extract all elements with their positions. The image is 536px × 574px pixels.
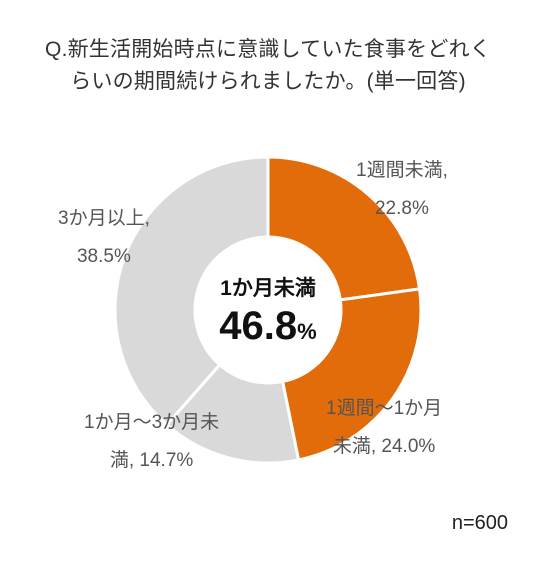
slice-1-week-to-1-month [280, 287, 423, 462]
center-value-number: 46.8 [219, 304, 298, 348]
center-value-unit: % [297, 319, 317, 344]
slice-label-over-3-months: 3か月以上, 38.5% [58, 208, 150, 267]
slice-label-1-week-to-1-month: 1週間～1か月 未満, 24.0% [326, 398, 443, 457]
slice-label-under-1-week: 1週間未満, 22.8% [356, 160, 448, 219]
sample-size: n=600 [451, 512, 508, 534]
center-value: 46.8% [207, 302, 329, 356]
slice-under-1-week [266, 155, 422, 302]
slice-over-3-months [113, 155, 270, 427]
center-label: 1か月未満 [220, 277, 316, 300]
chart-title: Q.新生活開始時点に意識していた食事をどれく らいの期間続けられましたか。(単一… [0, 34, 536, 98]
title-line-1: Q.新生活開始時点に意識していた食事をどれく [45, 38, 491, 61]
title-line-2: らいの期間続けられましたか。(単一回答) [70, 70, 466, 93]
slice-label-1-to-3-months: 1か月～3か月未 満, 14.7% [84, 412, 220, 471]
